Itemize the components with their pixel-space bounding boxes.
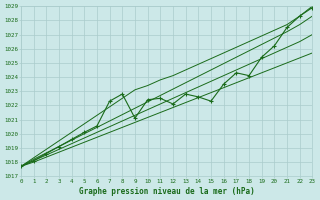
X-axis label: Graphe pression niveau de la mer (hPa): Graphe pression niveau de la mer (hPa) xyxy=(79,187,254,196)
